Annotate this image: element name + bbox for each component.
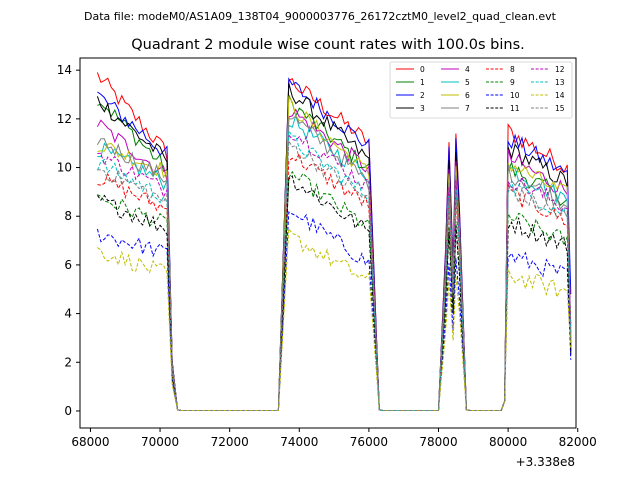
x-offset-label: +3.338e8 bbox=[516, 455, 575, 469]
series-layer bbox=[96, 72, 572, 411]
chart-title: Quadrant 2 module wise count rates with … bbox=[131, 37, 525, 53]
x-tick-label: 74000 bbox=[280, 435, 318, 449]
legend-label-7: 7 bbox=[465, 104, 470, 113]
legend-label-13: 13 bbox=[555, 78, 565, 87]
series-line-14 bbox=[97, 227, 572, 411]
legend-label-12: 12 bbox=[555, 65, 565, 74]
y-tick-label: 10 bbox=[57, 161, 72, 175]
legend-box bbox=[389, 61, 573, 119]
x-tick-label: 76000 bbox=[350, 435, 388, 449]
x-tick-label: 80000 bbox=[489, 435, 527, 449]
series-line-3 bbox=[96, 82, 572, 411]
legend-label-4: 4 bbox=[465, 65, 470, 74]
legend-label-8: 8 bbox=[510, 65, 515, 74]
y-tick-label: 8 bbox=[64, 209, 72, 223]
series-line-12 bbox=[97, 133, 572, 411]
x-tick-label: 70000 bbox=[141, 435, 179, 449]
figure-suptitle: Data file: modeM0/AS1A09_138T04_90000037… bbox=[84, 10, 557, 23]
series-line-15 bbox=[97, 139, 572, 411]
legend-label-11: 11 bbox=[510, 104, 520, 113]
series-line-13 bbox=[96, 129, 572, 411]
series-line-6 bbox=[97, 95, 572, 411]
legend-label-1: 1 bbox=[420, 78, 425, 87]
x-tick-label: 68000 bbox=[71, 435, 109, 449]
legend-label-6: 6 bbox=[465, 91, 470, 100]
y-tick-label: 12 bbox=[57, 112, 72, 126]
y-tick-label: 14 bbox=[57, 63, 72, 77]
series-line-10 bbox=[96, 211, 572, 411]
x-axis: 68000 70000 72000 74000 76000 78000 80000 82000 bbox=[71, 428, 597, 449]
legend-label-5: 5 bbox=[465, 78, 470, 87]
legend-label-14: 14 bbox=[555, 91, 565, 100]
y-tick-label: 4 bbox=[64, 307, 72, 321]
x-tick-label: 82000 bbox=[559, 435, 597, 449]
series-line-1 bbox=[97, 94, 572, 411]
y-axis: 0 2 4 6 8 10 12 14 bbox=[57, 63, 80, 418]
legend-label-3: 3 bbox=[420, 104, 425, 113]
y-tick-label: 0 bbox=[64, 404, 72, 418]
legend-label-10: 10 bbox=[510, 91, 520, 100]
series-line-0 bbox=[96, 72, 572, 411]
series-line-8 bbox=[97, 152, 572, 411]
legend-label-9: 9 bbox=[510, 78, 515, 87]
x-tick-label: 78000 bbox=[419, 435, 457, 449]
series-line-11 bbox=[96, 175, 572, 411]
y-tick-label: 6 bbox=[64, 258, 72, 272]
legend-label-15: 15 bbox=[555, 104, 565, 113]
series-line-7 bbox=[96, 115, 572, 411]
series-group bbox=[96, 72, 572, 411]
legend-label-0: 0 bbox=[420, 65, 425, 74]
axes-frame bbox=[79, 57, 577, 429]
x-tick-label: 72000 bbox=[211, 435, 249, 449]
y-tick-label: 2 bbox=[64, 355, 72, 369]
legend-label-2: 2 bbox=[420, 91, 425, 100]
